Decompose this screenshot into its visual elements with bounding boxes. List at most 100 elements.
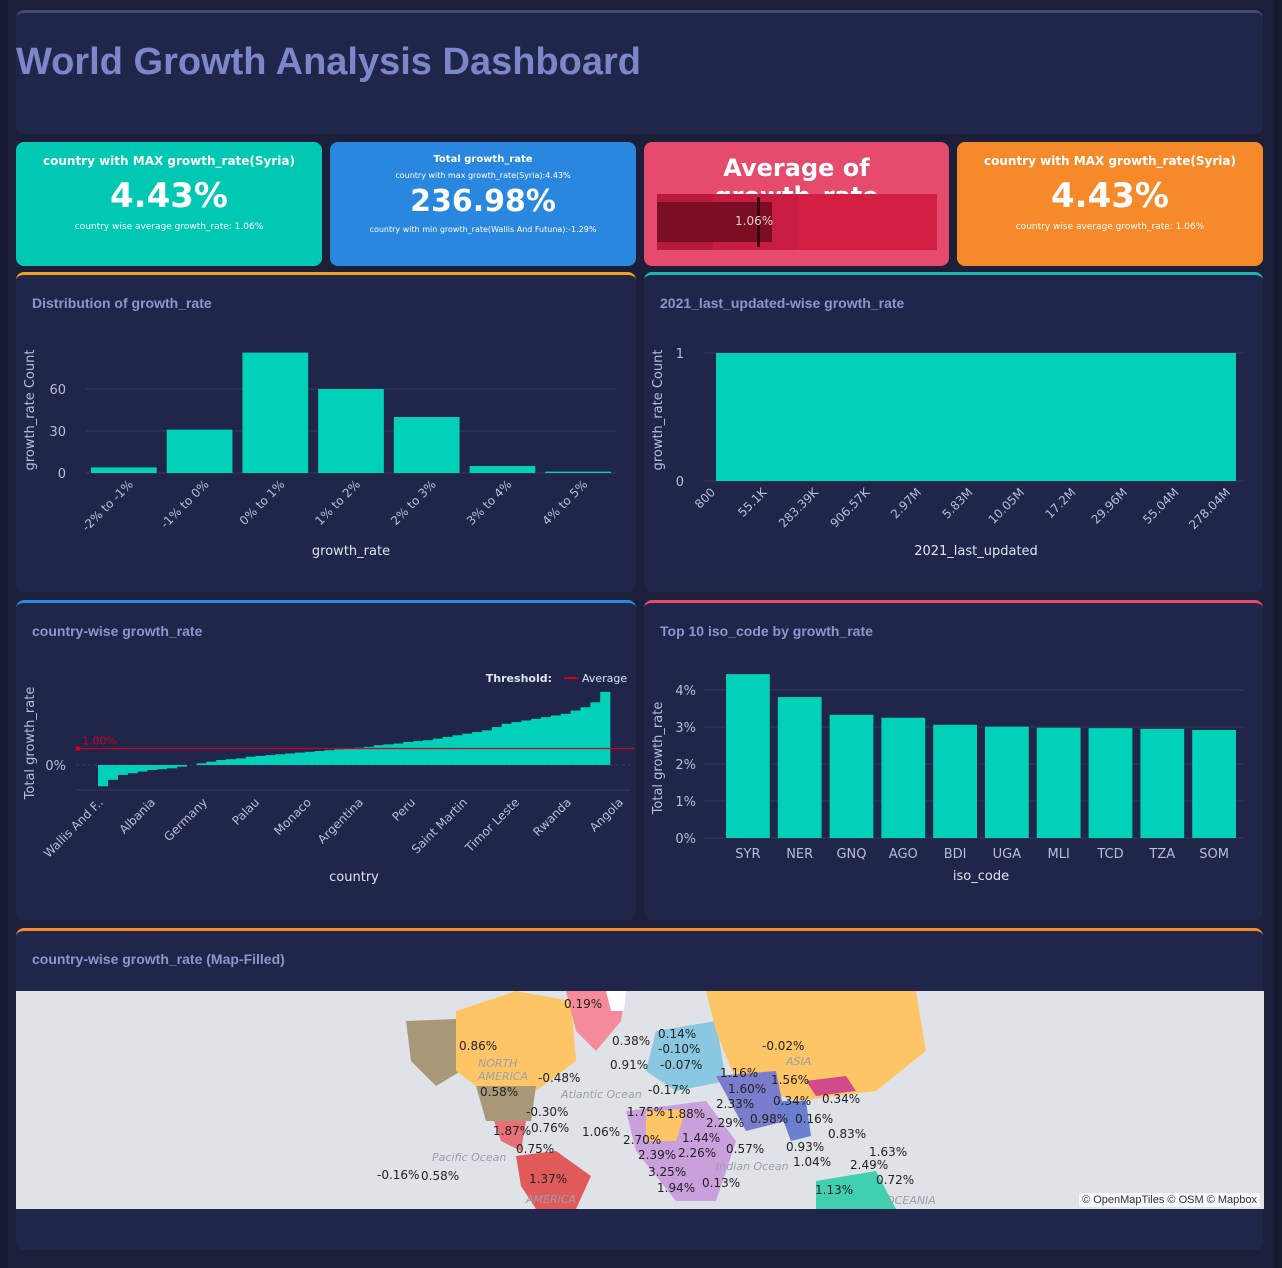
bar [294,752,306,765]
bar [501,723,512,765]
map-value-label: 2.39% [638,1148,677,1162]
bar [98,765,109,787]
x-tick-label: 5.83M [940,485,976,521]
map-value-label: 0.34% [773,1094,812,1108]
country-growth-chart: 0% 1.00% Threshold: Average Wallis And F.. Al… [23,672,634,885]
map-value-label: 2.26% [678,1146,717,1160]
bar [166,765,178,769]
bar [1088,728,1133,838]
x-tick-label: Wallis And F.. [41,795,106,860]
y-tick-label: 0 [58,467,66,482]
bar [354,747,365,765]
y-tick-label: 0% [675,832,696,847]
map-value-label: 0.83% [828,1127,867,1141]
x-tick-label: AGO [889,847,918,862]
x-tick-label: 906.57K [827,484,873,530]
x-tick-label: UGA [993,847,1022,862]
bar [334,749,345,765]
x-tick-label: 283.39K [776,484,822,530]
page-title: World Growth Analysis Dashboard [16,41,641,83]
bar [933,724,977,838]
map-value-label: 1.13% [815,1183,854,1197]
bar [531,718,542,765]
top10-chart: 0% 1% 2% 3% 4% SYR NER GNQ AGO BDI UGA MLI TCD TZA SOM… [651,674,1244,884]
map-attribution[interactable]: © OpenMapTiles © OSM © Mapbox [1079,1193,1260,1207]
legend-item: Average [582,672,627,685]
bar [1036,727,1081,838]
map-value-label: 0.16% [795,1112,834,1126]
map-place-label: Pacific Ocean [432,1151,507,1164]
kpi-pre: country with max growth_rate(Syria):4.43… [395,171,571,180]
bar [432,738,443,765]
map-value-label: -0.48% [538,1071,581,1085]
y-tick-label: 2% [675,758,696,773]
x-axis-label: 2021_last_updated [914,544,1038,559]
map-value-label: 0.19% [564,997,603,1011]
x-tick-label: SYR [735,847,760,862]
map-value-label: 1.87% [493,1124,532,1138]
country-growth-panel: country-wise growth_rate 0% 1.00% Threshol… [16,600,636,920]
map-value-label: 1.04% [793,1155,832,1169]
x-tick-label: SOM [1199,847,1229,862]
chart-title: country-wise growth_rate [32,623,203,639]
map-value-label: 1.37% [529,1172,568,1186]
bar [91,467,157,473]
map-value-label: 0.75% [516,1142,555,1156]
map-value-label: 1.63% [869,1145,908,1159]
map-value-label: 0.58% [480,1085,519,1099]
bar [726,674,770,838]
y-tick-label: 60 [49,383,66,398]
bar [550,715,562,765]
chart-title: 2021_last_updated-wise growth_rate [660,295,905,311]
bar [324,750,335,765]
kpi-title: Total growth_rate [433,154,533,165]
map-value-label: -0.16% [377,1168,420,1182]
x-tick-label: Palau [229,795,262,828]
map-value-label: 0.72% [876,1173,915,1187]
x-axis-label: iso_code [953,869,1009,884]
bullet-value: 1.06% [735,214,774,228]
kpi-sub: country wise average growth_rate: 1.06% [74,222,264,232]
x-tick-label: BDI [944,847,967,862]
bar [511,722,522,765]
bar [462,733,473,765]
map-value-label: 0.98% [750,1112,789,1126]
y-axis-label: growth_rate Count [651,350,666,471]
bar [383,744,394,765]
bar [393,743,404,765]
bar [881,717,926,838]
bar [541,717,552,765]
x-tick-label: Albania [117,795,159,837]
map-value-label: 0.91% [610,1058,649,1072]
x-tick-label: 10.05M [986,485,1028,527]
bar [403,741,414,765]
kpi-title: country with MAX growth_rate(Syria) [984,154,1236,168]
kpi-max-growth-2: country with MAX growth_rate(Syria) 4.43… [957,142,1263,266]
kpi-sub: country wise average growth_rate: 1.06% [1015,222,1205,232]
x-tick-label: MLI [1048,847,1070,862]
bar [137,765,148,772]
x-tick-label: 29.96M [1089,485,1131,527]
x-tick-label: 4% to 5% [540,477,591,528]
top10-panel: Top 10 iso_code by growth_rate 0% 1% 2% 3% 4… [644,600,1263,920]
world-map[interactable]: NORTH AMERICA Pacific Ocean Atlantic Ocean… [16,991,1264,1209]
bar [344,748,355,765]
bar [265,755,276,765]
y-tick-label: 1 [676,347,684,362]
threshold-value-label: 1.00% [82,735,117,748]
x-tick-label: 800 [692,485,718,511]
y-tick-label: 30 [49,425,66,440]
bar [393,417,460,473]
bar [452,735,463,765]
x-tick-label: 17.2M [1043,485,1079,521]
y-axis-label: Total growth_rate [23,687,38,801]
x-tick-label: 0% to 1% [237,477,288,528]
map-value-label: 0.14% [658,1027,697,1041]
kpi-value: 236.98% [410,184,556,219]
bar [985,726,1029,838]
bar [469,466,536,473]
map-value-label: -0.02% [762,1039,805,1053]
bar [482,730,493,765]
map-value-label: 1.56% [771,1073,810,1087]
map-value-label: 0.76% [531,1121,570,1135]
